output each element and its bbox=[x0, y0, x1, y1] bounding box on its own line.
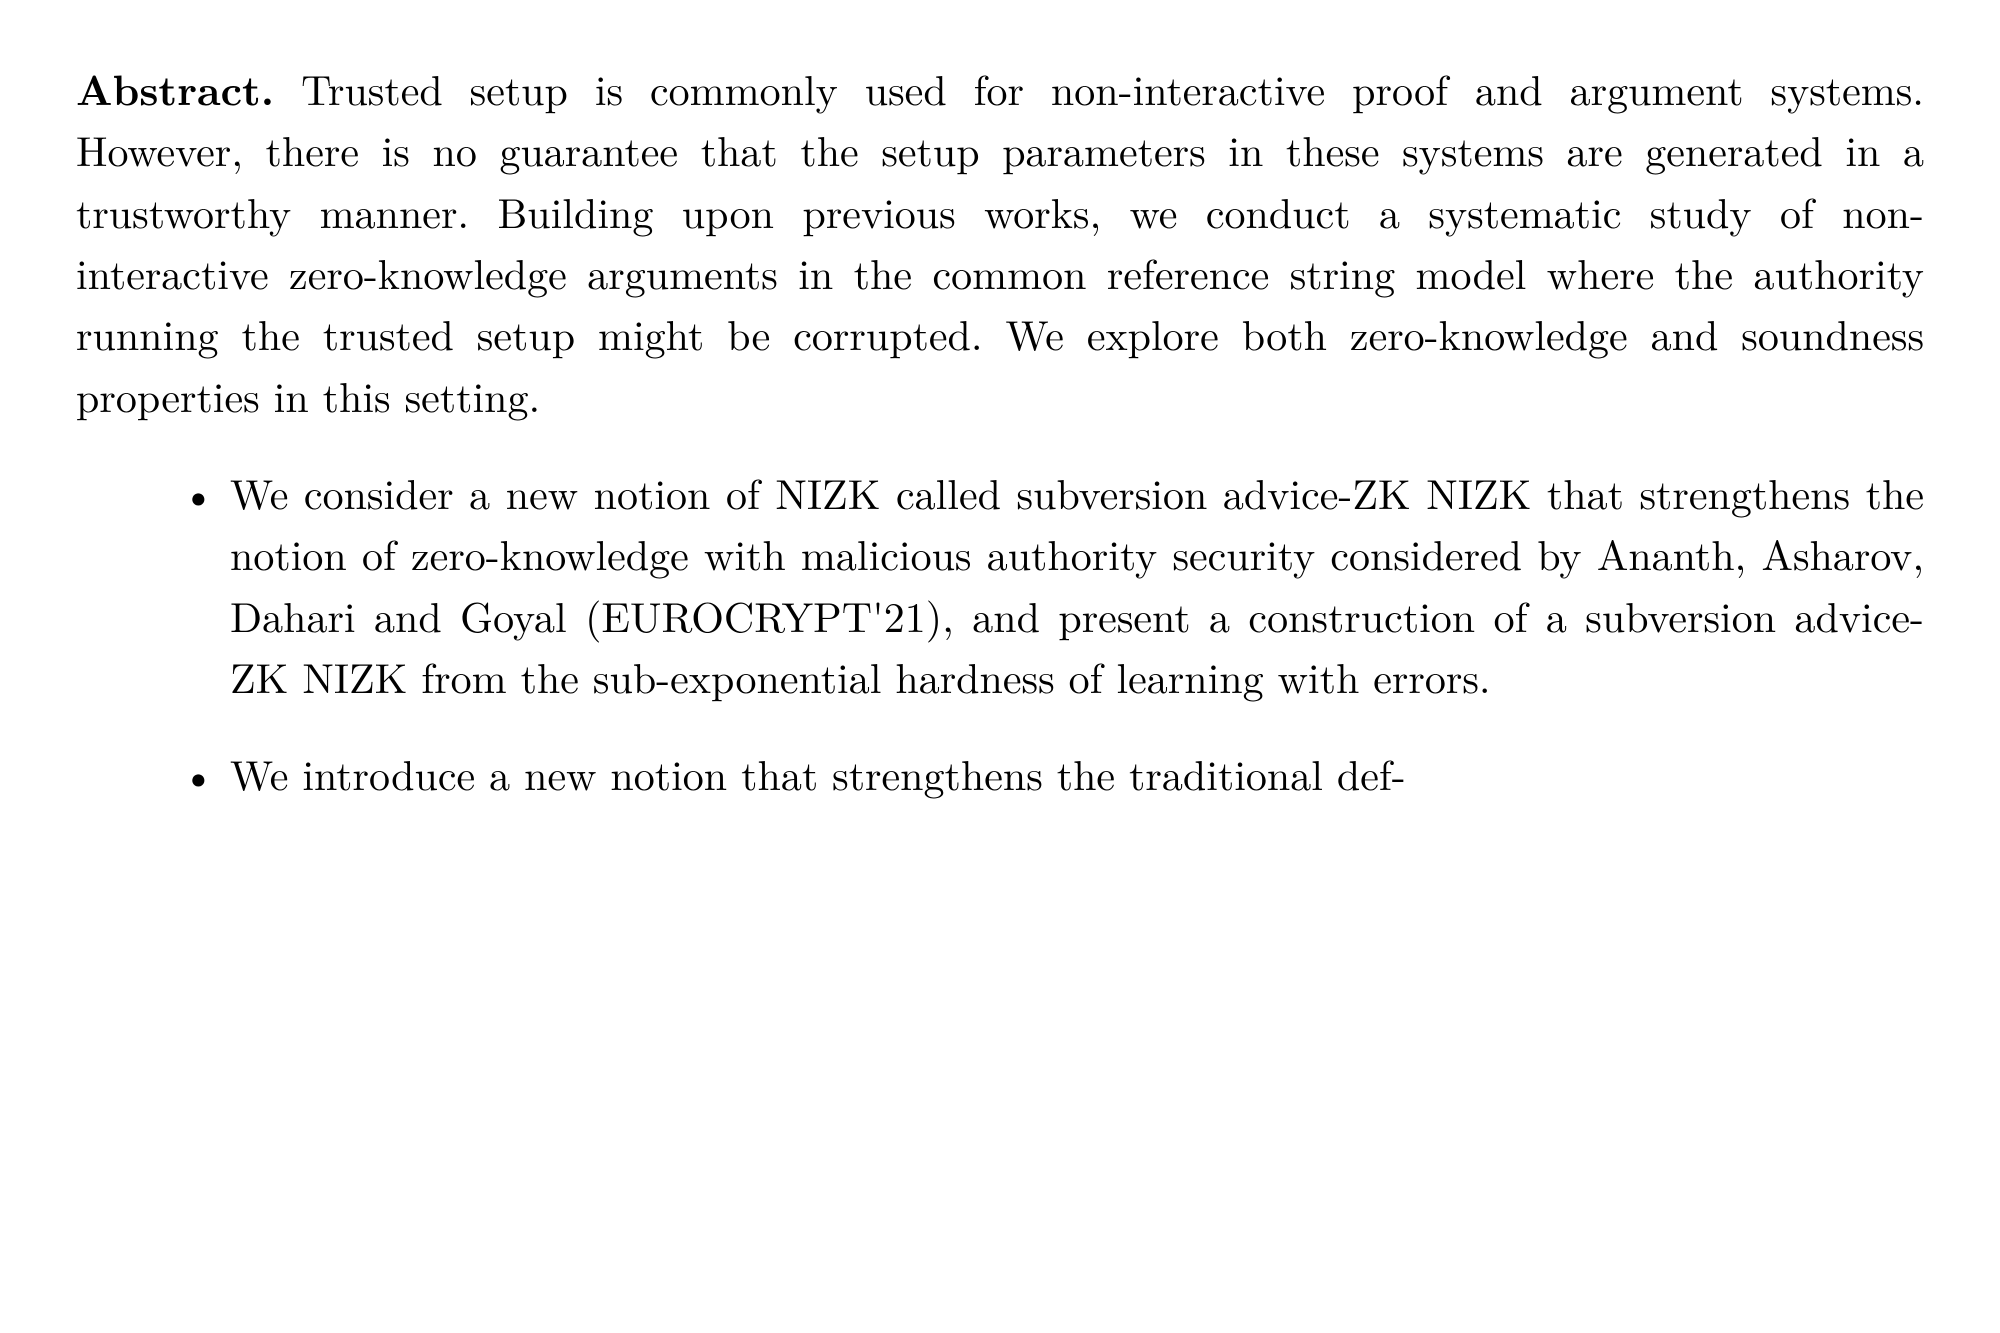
abstract-heading: Abstract. bbox=[76, 58, 274, 118]
abstract-body: Trusted setup is commonly used for non-i… bbox=[76, 59, 1924, 425]
list-item-text: We introduce a new notion that strengthe… bbox=[230, 744, 1406, 803]
list-item-text: We consider a new notion of NIZK called … bbox=[230, 463, 1924, 706]
abstract-paragraph: Abstract. Trusted setup is commonly used… bbox=[76, 58, 1924, 426]
paper-page: Abstract. Trusted setup is commonly used… bbox=[0, 0, 2000, 1333]
list-item: We introduce a new notion that strengthe… bbox=[182, 743, 1924, 804]
contributions-list: We consider a new notion of NIZK called … bbox=[76, 462, 1924, 805]
list-item: We consider a new notion of NIZK called … bbox=[182, 462, 1924, 707]
